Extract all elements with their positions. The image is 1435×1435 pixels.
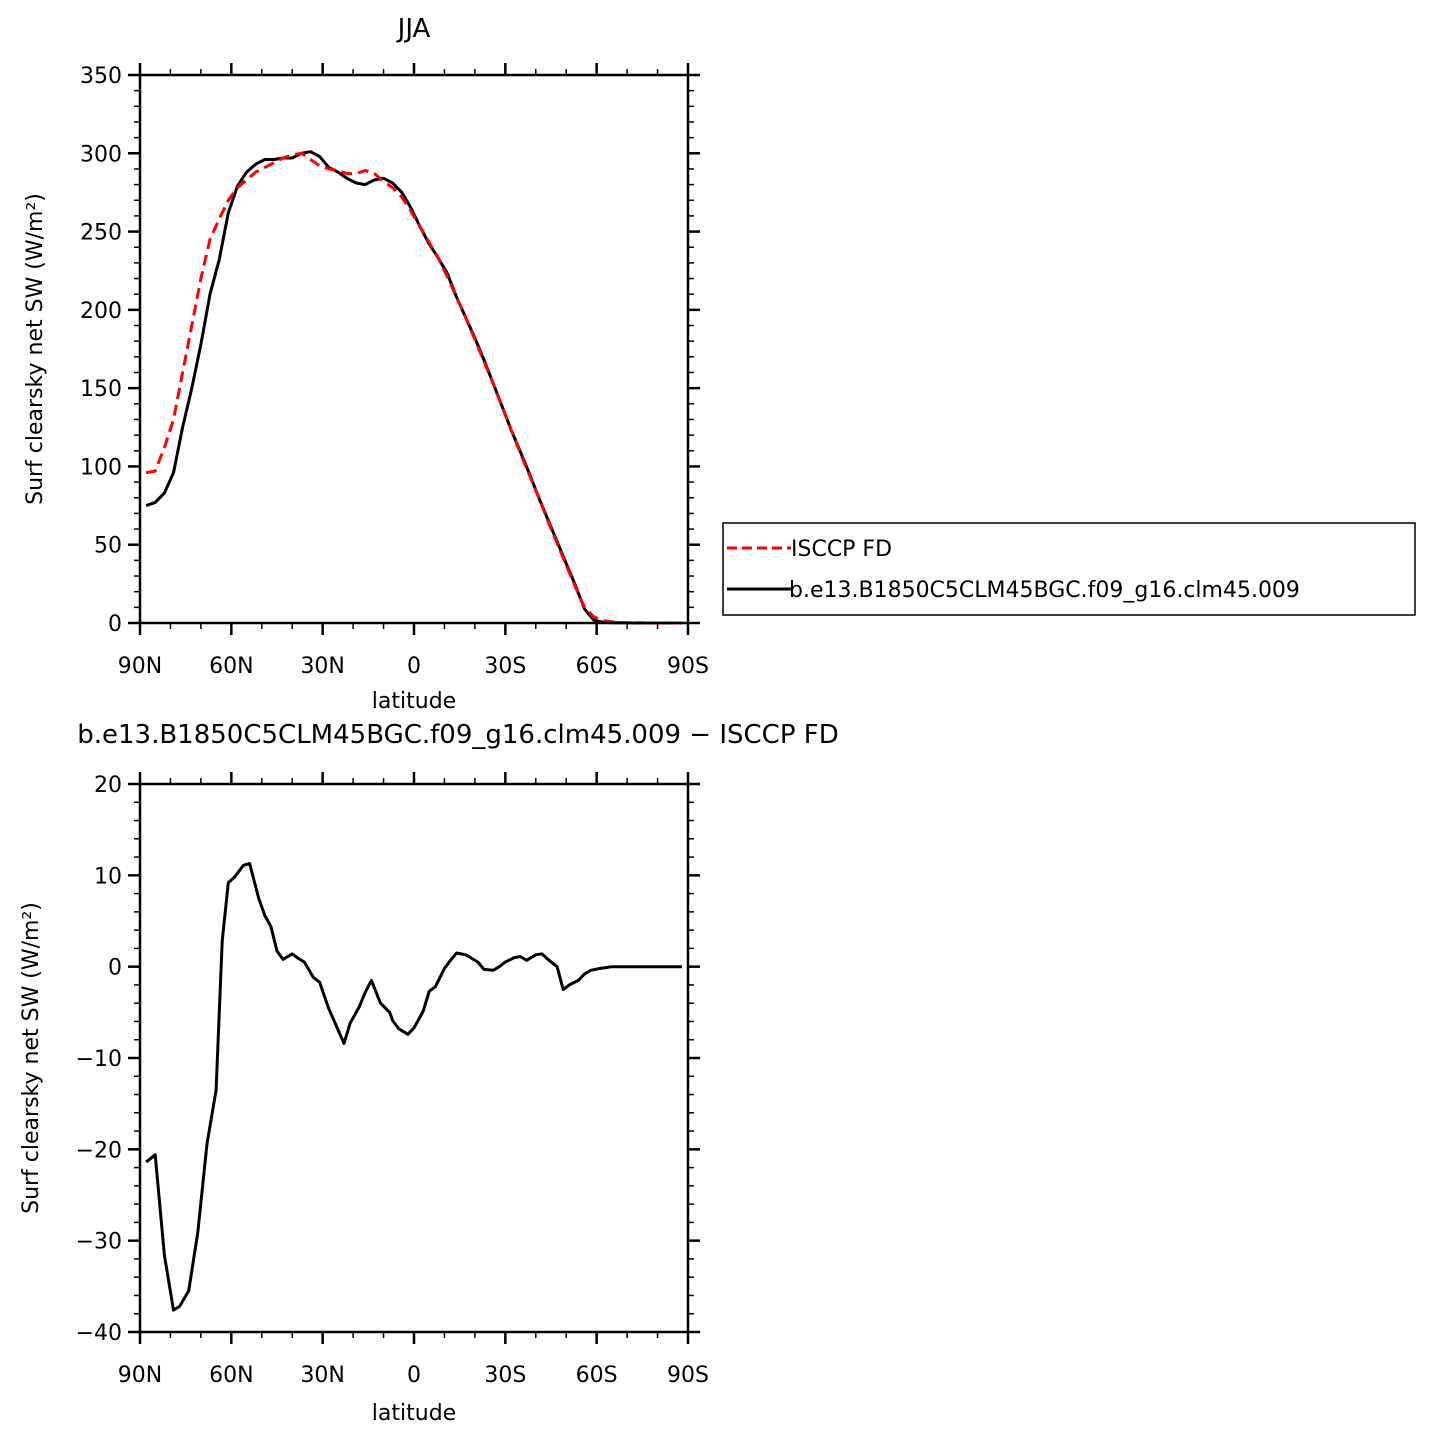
bottom-panel: b.e13.B1850C5CLM45BGC.f09_g16.clm45.009 … <box>19 720 839 1426</box>
top-panel-x-axis-title: latitude <box>372 689 456 714</box>
top-x-tick-label: 0 <box>407 654 421 679</box>
top-y-tick-label: 0 <box>108 612 122 637</box>
top-x-tick-label: 90N <box>118 654 162 679</box>
top-y-tick-label: 350 <box>80 64 122 89</box>
top-x-tick-label: 30N <box>300 654 344 679</box>
bottom-x-tick-label: 60S <box>576 1363 618 1388</box>
bottom-series-line-0 <box>145 862 682 1312</box>
bottom-y-tick-label: 10 <box>94 864 122 889</box>
bottom-panel-y-axis-title: Surf clearsky net SW (W/m²) <box>19 902 44 1214</box>
bottom-y-tick-label: −10 <box>76 1047 122 1072</box>
top-x-tick-label: 30S <box>484 654 526 679</box>
top-panel-y-axis-title: Surf clearsky net SW (W/m²) <box>23 193 48 505</box>
bottom-x-tick-label: 90N <box>118 1363 162 1388</box>
legend-label-model: b.e13.B1850C5CLM45BGC.f09_g16.clm45.009 <box>789 578 1300 603</box>
top-panel-ticks <box>128 63 700 635</box>
legend-label-isccp: ISCCP FD <box>791 537 892 562</box>
bottom-panel-series <box>145 862 682 1312</box>
bottom-panel-ticks <box>128 772 700 1344</box>
bottom-y-tick-label: −40 <box>76 1321 122 1346</box>
bottom-y-tick-label: −30 <box>76 1230 122 1255</box>
bottom-panel-tick-labels: 90N 60N 30N 0 30S 60S 90S −40 −30 −20 −10 0 10 20 <box>76 773 709 1388</box>
top-series-line-0 <box>145 151 682 625</box>
legend: ISCCP FD b.e13.B1850C5CLM45BGC.f09_g16.c… <box>722 522 1416 616</box>
bottom-y-tick-label: 20 <box>94 773 122 798</box>
bottom-x-tick-label: 30N <box>300 1363 344 1388</box>
bottom-x-tick-label: 90S <box>667 1363 709 1388</box>
top-panel: JJA 90N 60N 30N 0 30S 60S 90S 0 50 100 150 200 250 30… <box>23 14 709 714</box>
top-y-tick-label: 100 <box>80 455 122 480</box>
bottom-y-tick-label: 0 <box>108 956 122 981</box>
top-y-tick-label: 250 <box>80 221 122 246</box>
bottom-x-tick-label: 60N <box>209 1363 253 1388</box>
bottom-panel-title: b.e13.B1850C5CLM45BGC.f09_g16.clm45.009 … <box>77 720 839 750</box>
legend-box <box>722 522 1416 616</box>
bottom-panel-frame <box>138 782 690 1334</box>
top-y-tick-label: 150 <box>80 377 122 402</box>
top-panel-tick-labels: 90N 60N 30N 0 30S 60S 90S 0 50 100 150 200 250 300 350 <box>80 64 709 679</box>
top-panel-frame <box>138 73 690 625</box>
bottom-y-tick-label: −20 <box>76 1138 122 1163</box>
top-x-tick-label: 60S <box>576 654 618 679</box>
top-x-tick-label: 90S <box>667 654 709 679</box>
top-x-tick-label: 60N <box>209 654 253 679</box>
bottom-x-tick-label: 30S <box>484 1363 526 1388</box>
top-panel-title: JJA <box>396 14 431 44</box>
bottom-panel-x-axis-title: latitude <box>372 1401 456 1426</box>
top-panel-series <box>145 150 682 625</box>
top-y-tick-label: 300 <box>80 142 122 167</box>
top-series-line-1 <box>145 150 682 625</box>
top-y-tick-label: 50 <box>94 534 122 559</box>
bottom-x-tick-label: 0 <box>407 1363 421 1388</box>
top-y-tick-label: 200 <box>80 299 122 324</box>
